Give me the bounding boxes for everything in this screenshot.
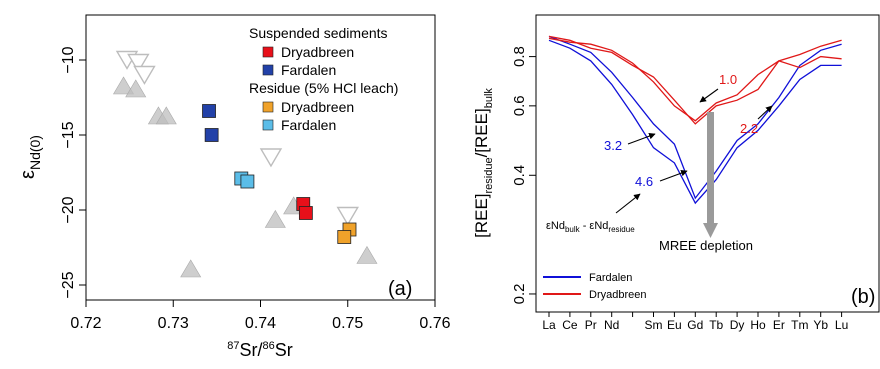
x-axis-ticks: 0.72 0.73 0.74 0.75 0.76	[70, 300, 451, 332]
annotation-arrow-3-2	[627, 132, 656, 145]
panel-label-b: (b)	[851, 286, 875, 308]
x-tick-label-b: Tm	[791, 318, 808, 332]
scatter-point-square-2-1	[337, 230, 352, 244]
y-tick-label-b: 0.8	[511, 46, 528, 67]
mree-arrow-shaft	[707, 112, 714, 224]
scatter-point-triangle-up-4-3	[155, 106, 177, 125]
y-axis-label: εNd(0)	[17, 135, 43, 179]
x-tick-label: 0.72	[70, 315, 101, 332]
scatter-points	[112, 50, 378, 278]
scatter-point-triangle-up-4-4	[180, 259, 202, 278]
scatter-point-square-0-1	[298, 206, 313, 220]
annotation-arrow-epsilon	[615, 193, 641, 214]
x-axis-label: 87Sr/86Sr	[227, 340, 293, 360]
x-tick-label-b: Yb	[813, 318, 828, 332]
series-line-dryadbreen-3	[548, 37, 842, 122]
x-tick-label-b: Ce	[562, 318, 578, 332]
y-tick-label: −10	[60, 46, 77, 73]
legend-label-dryadbreen-residue: Dryadbreen	[281, 99, 354, 115]
legend-b: Fardalen Dryadbreen	[543, 272, 646, 301]
y-tick-label-b: 0.2	[511, 284, 528, 305]
panel-label-a: (a)	[388, 278, 412, 300]
x-tick-label-b: La	[542, 318, 556, 332]
x-tick-label: 0.73	[158, 315, 189, 332]
legend-swatch-fardalen-residue	[262, 119, 274, 131]
y-tick-label-b: 0.4	[511, 165, 528, 186]
scatter-point-triangle-down-5-2	[133, 65, 156, 85]
annotation-label-4-6: 4.6	[635, 174, 653, 189]
legend-label-dryadbreen: Dryadbreen	[589, 289, 646, 301]
x-tick-label-b: Eu	[667, 318, 682, 332]
scatter-point-square-3-1	[240, 174, 255, 189]
x-tick-label-b: Gd	[687, 318, 703, 332]
x-tick-label-b: Ho	[750, 318, 766, 332]
legend-heading-suspended: Suspended sediments	[249, 25, 388, 41]
annotation-label-1-0: 1.0	[719, 72, 737, 87]
series-line-fardalen-1	[548, 35, 842, 200]
legend-heading-residue: Residue (5% HCl leach)	[249, 80, 398, 96]
x-tick-label: 0.74	[245, 315, 276, 332]
annotation-label-2-2: 2.2	[740, 121, 758, 136]
x-tick-label-b: Er	[773, 318, 785, 332]
mree-depletion-arrow	[703, 112, 718, 238]
y-tick-label: −15	[60, 121, 77, 148]
y-axis-ticks-b: 0.2 0.4 0.6 0.8	[511, 46, 536, 304]
legend-swatch-dryadbreen-suspended	[262, 46, 274, 58]
annotation-label-3-2: 3.2	[604, 138, 622, 153]
x-tick-label: 0.76	[419, 315, 450, 332]
legend-swatch-dryadbreen-residue	[262, 101, 274, 113]
legend-label-fardalen-residue: Fardalen	[281, 117, 336, 133]
legend-label-fardalen: Fardalen	[589, 272, 632, 284]
scatter-point-triangle-up-4-0	[112, 76, 135, 95]
y-tick-label-b: 0.6	[511, 95, 528, 116]
scatter-point-triangle-down-5-1	[127, 53, 150, 73]
scatter-point-square-1-1	[204, 128, 219, 142]
x-tick-label-b: Tb	[709, 318, 723, 332]
scatter-panel: 0.72 0.73 0.74 0.75 0.76 −10 −15 −20 −25 87Sr/8…	[17, 14, 451, 360]
x-tick-label-b: Nd	[604, 318, 619, 332]
line-panel: MREE depletion εNdbulk - εNdresidue 1.0 …	[472, 14, 880, 332]
annotation-arrow-1-0	[699, 88, 719, 103]
legend-label-dryadbreen-suspended: Dryadbreen	[281, 44, 354, 60]
scatter-point-triangle-up-4-1	[125, 79, 147, 98]
plot-frame-b	[535, 14, 880, 313]
annotation-arrow-2-2	[757, 105, 773, 120]
series-line-fardalen-0	[548, 39, 842, 205]
y-axis-label-b: [REE]residue/[REE]bulk	[472, 88, 495, 238]
ree-lines	[548, 35, 842, 205]
y-tick-label: −20	[60, 196, 77, 223]
legend-swatch-fardalen-suspended	[262, 64, 274, 76]
scatter-point-triangle-up-4-7	[356, 245, 378, 264]
scatter-point-triangle-down-5-4	[336, 206, 359, 226]
x-tick-label: 0.75	[332, 315, 363, 332]
mree-arrow-head	[703, 223, 718, 238]
mree-depletion-label: MREE depletion	[659, 238, 753, 253]
x-axis-ticks-b: La Ce Pr Nd Sm Eu Gd Tb Dy Ho Er Tm Yb Lu	[542, 312, 848, 332]
epsilon-difference-label: εNdbulk - εNdresidue	[546, 220, 635, 234]
series-line-dryadbreen-2	[548, 35, 842, 125]
scatter-point-triangle-up-4-6	[264, 209, 286, 228]
scatter-point-square-1-0	[202, 104, 216, 118]
annotation-arrow-4-6	[659, 169, 688, 182]
legend-label-fardalen-suspended: Fardalen	[281, 62, 336, 78]
y-axis-ticks: −10 −15 −20 −25	[60, 46, 86, 299]
legend-a: Suspended sediments Dryadbreen Fardalen …	[249, 25, 398, 133]
y-tick-label: −25	[60, 271, 77, 298]
x-tick-label-b: Lu	[835, 318, 848, 332]
x-tick-label-b: Dy	[730, 318, 745, 332]
scatter-point-triangle-down-5-3	[259, 148, 283, 168]
x-tick-label-b: Pr	[585, 318, 597, 332]
x-tick-label-b: Sm	[645, 318, 663, 332]
